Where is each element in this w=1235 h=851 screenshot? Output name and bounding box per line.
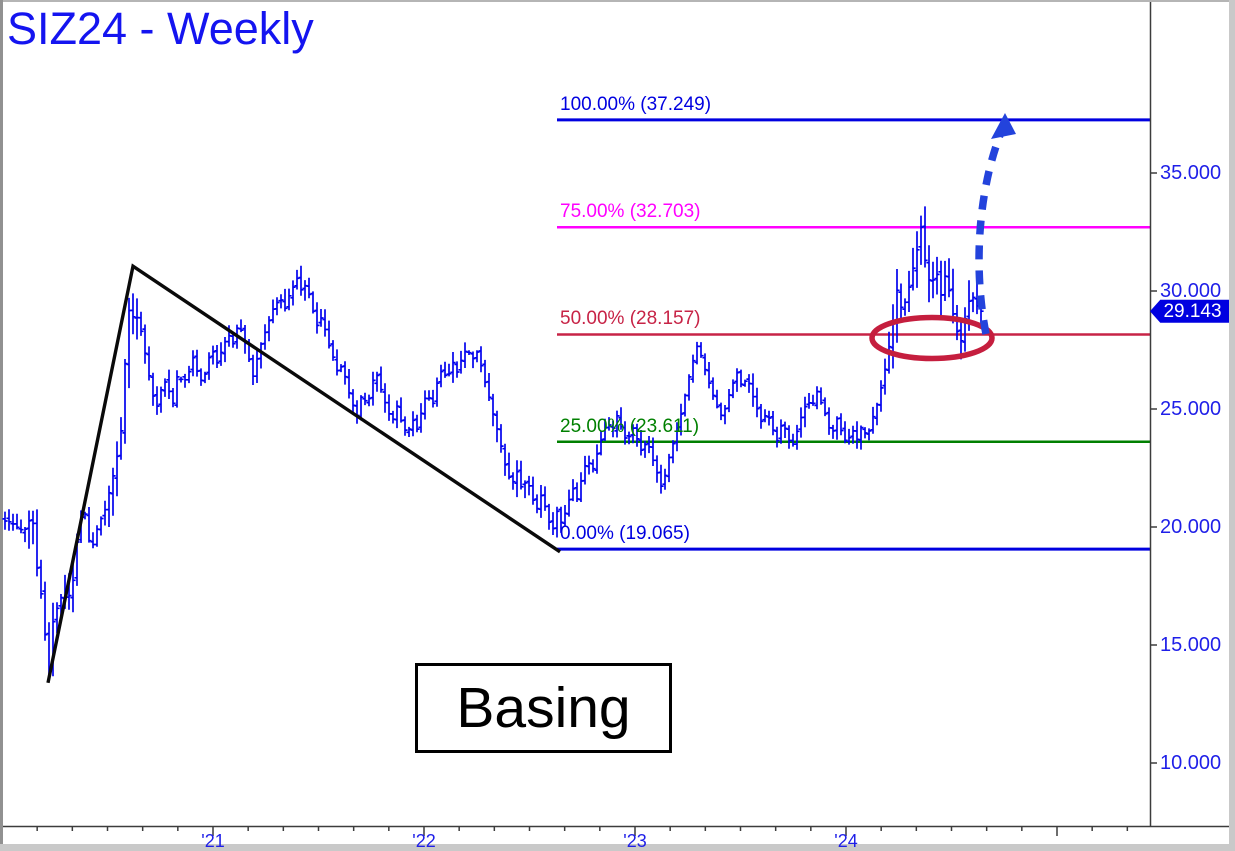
last-price-tag: 29.143 <box>1150 299 1229 323</box>
window-border-bottom <box>0 844 1235 851</box>
trend-line <box>46 263 561 684</box>
fib-label-50: 50.00% (28.157) <box>560 308 701 330</box>
x-axis-label-23: '23 <box>623 831 647 851</box>
fib-label-100: 100.00% (37.249) <box>560 93 712 115</box>
x-axis-label-24: '24 <box>834 831 858 851</box>
y-axis-label-20.000: 20.000 <box>1160 516 1222 538</box>
y-axis-label-10.000: 10.000 <box>1160 752 1222 774</box>
y-axis-label-30.000: 30.000 <box>1160 280 1222 302</box>
y-axis-label-25.000: 25.000 <box>1160 398 1222 420</box>
projection-arrow-shaft <box>975 128 1006 335</box>
highlight-ellipse <box>869 314 995 362</box>
window-border-left <box>0 0 3 851</box>
fib-label-0: 0.00% (19.065) <box>560 523 690 545</box>
basing-label: Basing <box>456 675 631 740</box>
window-border-right <box>1229 0 1235 851</box>
fib-label-75: 75.00% (32.703) <box>560 201 701 223</box>
basing-annotation-box: Basing <box>415 663 672 753</box>
ohlc-bars <box>2 206 984 678</box>
y-axis-label-15.000: 15.000 <box>1160 634 1222 656</box>
x-axis-label-21: '21 <box>201 831 225 851</box>
projection-arrow-head <box>991 113 1016 139</box>
x-axis-label-22: '22 <box>412 831 436 851</box>
y-axis-label-35.000: 35.000 <box>1160 162 1222 184</box>
chart-title: SIZ24 - Weekly <box>7 3 314 54</box>
fib-label-25: 25.00% (23.611) <box>560 415 700 437</box>
window-border-top <box>0 0 1235 2</box>
